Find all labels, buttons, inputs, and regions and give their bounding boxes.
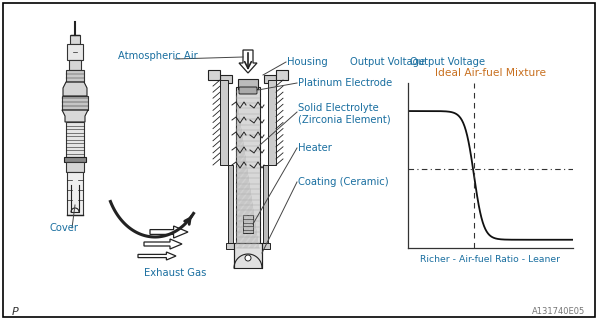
Bar (234, 243, 262, 268)
Bar (66, 162, 84, 172)
Text: Output Voltage: Output Voltage (410, 57, 485, 67)
Polygon shape (62, 110, 88, 122)
Polygon shape (208, 70, 220, 80)
Text: Solid Electrolyte: Solid Electrolyte (298, 103, 379, 113)
Text: Platinum Electrode: Platinum Electrode (298, 78, 392, 88)
Bar (243, 215, 253, 233)
Polygon shape (63, 82, 87, 96)
Text: Exhaust Gas: Exhaust Gas (144, 268, 206, 278)
Text: A131740E05: A131740E05 (532, 308, 585, 316)
Bar (62, 96, 88, 110)
Polygon shape (144, 239, 182, 249)
Text: Heater: Heater (298, 143, 332, 153)
Polygon shape (276, 70, 288, 80)
Text: P: P (12, 307, 19, 317)
Text: Output Voltage: Output Voltage (350, 57, 425, 67)
Bar (66, 70, 84, 82)
Bar (67, 172, 83, 215)
Text: Coating (Ceramic): Coating (Ceramic) (298, 177, 389, 187)
Text: (Zirconia Element): (Zirconia Element) (298, 114, 390, 124)
FancyBboxPatch shape (239, 87, 257, 94)
Bar (64, 157, 86, 162)
Bar (220, 75, 232, 83)
Text: Housing: Housing (287, 57, 328, 67)
Polygon shape (239, 50, 257, 73)
Bar (67, 44, 83, 60)
Polygon shape (138, 252, 176, 260)
Bar (264, 75, 276, 83)
Circle shape (245, 255, 251, 261)
Bar (220, 80, 228, 165)
Bar (69, 60, 81, 70)
X-axis label: Richer - Air-fuel Ratio - Leaner: Richer - Air-fuel Ratio - Leaner (420, 255, 560, 264)
Bar (66, 122, 84, 157)
Bar (228, 165, 233, 243)
Bar (263, 165, 268, 243)
Text: Atmospheric Air: Atmospheric Air (118, 51, 198, 61)
Bar (268, 80, 276, 165)
Bar (70, 35, 80, 44)
Text: Cover: Cover (50, 223, 79, 233)
Title: Ideal Air-fuel Mixture: Ideal Air-fuel Mixture (435, 68, 546, 78)
Polygon shape (150, 226, 188, 238)
Bar (226, 243, 270, 249)
Bar (236, 87, 260, 248)
Bar (238, 79, 258, 89)
